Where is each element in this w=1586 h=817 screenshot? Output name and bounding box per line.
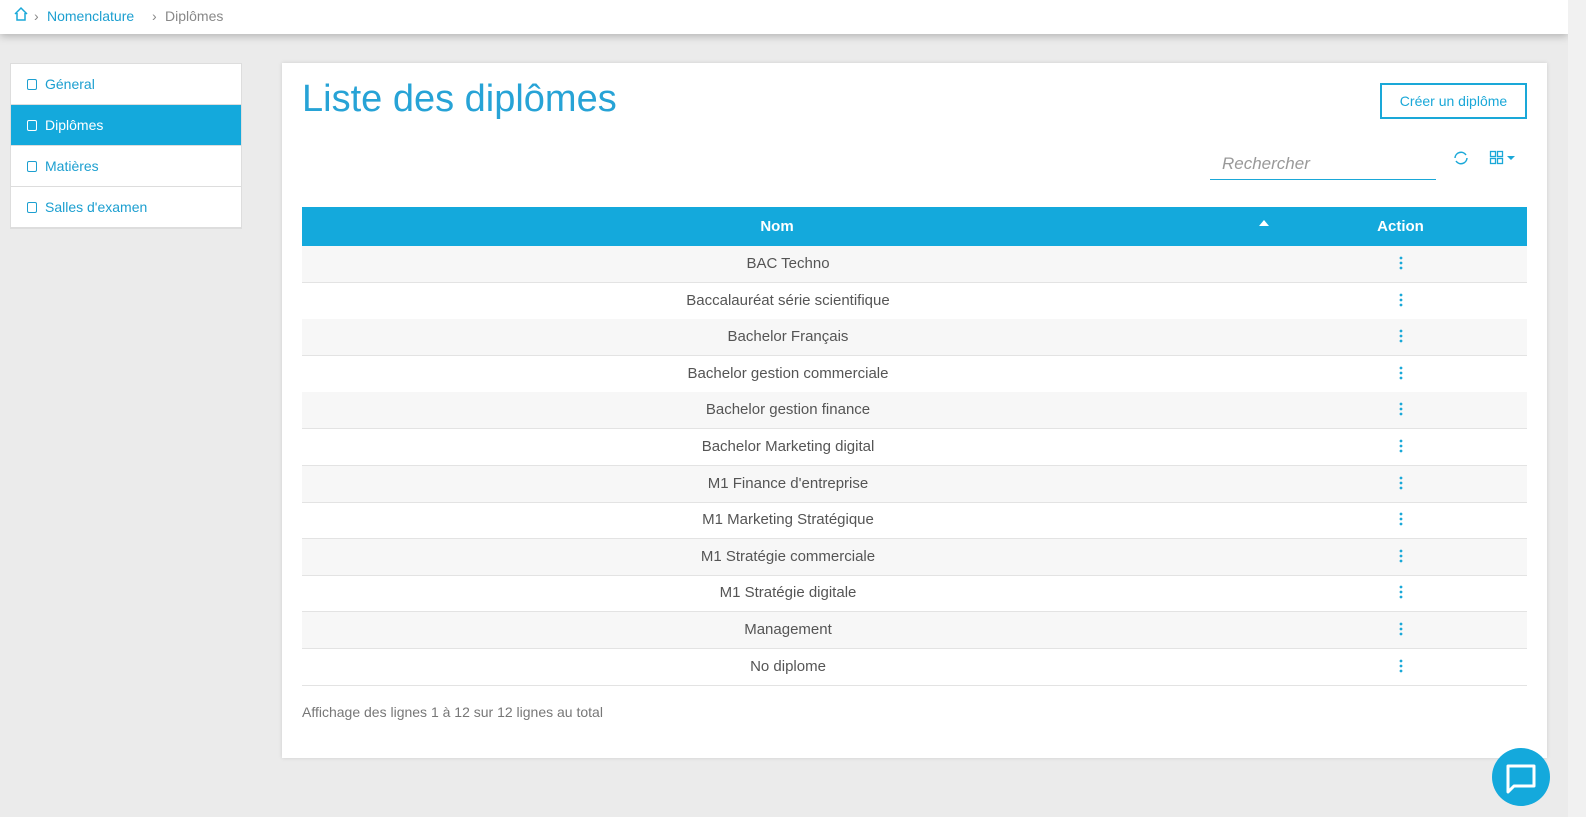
row-actions[interactable] [1399, 659, 1403, 673]
crumb-separator: › [152, 8, 157, 24]
crumb-separator: › [34, 8, 39, 24]
kebab-icon [1399, 476, 1403, 489]
table-footer: Affichage des lignes 1 à 12 sur 12 ligne… [302, 704, 603, 720]
table-header: Nom Action [302, 207, 1527, 246]
columns-button[interactable] [1489, 150, 1517, 166]
row-name: M1 Stratégie commerciale [700, 547, 876, 565]
table-row: Bachelor gestion commerciale [302, 356, 1527, 393]
kebab-icon [1399, 256, 1403, 270]
row-name: M1 Finance d'entreprise [707, 474, 869, 492]
column-header[interactable]: Nom [760, 218, 794, 235]
row-actions[interactable] [1399, 329, 1403, 343]
crumb-current: Diplômes [165, 8, 224, 24]
row-name: Bachelor Français [727, 328, 849, 346]
chat-icon [1506, 764, 1536, 794]
top-bar: › Nomenclature › Diplômes [0, 0, 1568, 34]
row-name: M1 Marketing Stratégique [702, 511, 874, 529]
sidebar-icon [27, 119, 37, 131]
kebab-icon [1399, 549, 1403, 563]
kebab-icon [1399, 293, 1403, 306]
sidebar-item[interactable]: Matières [11, 146, 241, 187]
sidebar-item[interactable]: Géneral [11, 64, 241, 105]
row-actions[interactable] [1399, 585, 1403, 599]
sidebar-label: Diplômes [45, 117, 104, 133]
table-row: Bachelor gestion finance [302, 392, 1527, 430]
row-actions[interactable] [1399, 366, 1403, 380]
row-name: Bachelor Marketing digital [701, 438, 875, 455]
sidebar-label: Salles d'examen [45, 199, 148, 215]
row-name: Baccalauréat série scientifique [686, 291, 890, 309]
sidebar-icon [27, 78, 37, 90]
row-name: BAC Techno [746, 255, 830, 272]
table-row: Baccalauréat série scientifique [302, 283, 1527, 320]
sidebar-label: Géneral [45, 76, 95, 92]
home-icon[interactable] [13, 6, 29, 22]
sidebar-item[interactable]: Salles d'examen [11, 187, 241, 228]
kebab-icon [1399, 585, 1403, 599]
table-row: M1 Finance d'entreprise [302, 465, 1527, 503]
table-row: Management [302, 612, 1527, 649]
row-actions[interactable] [1399, 549, 1403, 563]
search-input[interactable]: Rechercher [1210, 150, 1436, 180]
row-actions[interactable] [1399, 402, 1403, 416]
kebab-icon [1399, 659, 1403, 672]
table-row: M1 Stratégie commerciale [302, 538, 1527, 576]
sidebar-icon [27, 201, 37, 213]
row-actions[interactable] [1399, 476, 1403, 490]
chat-button[interactable] [1492, 748, 1550, 806]
sidebar-label: Matières [45, 158, 99, 174]
kebab-icon [1399, 512, 1403, 526]
row-actions[interactable] [1399, 512, 1403, 526]
sidebar-icon [27, 160, 37, 172]
kebab-icon [1399, 402, 1403, 416]
row-actions[interactable] [1399, 439, 1403, 453]
row-name: No diplome [750, 657, 826, 675]
kebab-icon [1399, 329, 1403, 343]
table-row: M1 Marketing Stratégique [302, 502, 1527, 540]
row-actions[interactable] [1399, 293, 1403, 307]
table-row: M1 Stratégie digitale [302, 575, 1527, 613]
kebab-icon [1399, 366, 1403, 380]
create-button[interactable]: Créer un diplôme [1380, 83, 1527, 119]
row-actions[interactable] [1399, 256, 1403, 270]
table-row: BAC Techno [302, 246, 1527, 283]
page-title: Liste des diplômes [302, 78, 617, 120]
row-name: Management [744, 621, 832, 638]
sort-icon [1259, 220, 1269, 226]
row-actions[interactable] [1399, 622, 1403, 636]
kebab-icon [1399, 622, 1403, 636]
kebab-icon [1399, 439, 1403, 453]
crumb-link[interactable]: Nomenclature [47, 8, 135, 24]
scrollbar [1568, 0, 1586, 817]
column-header: Action [1377, 218, 1424, 235]
sidebar-item[interactable]: Diplômes [11, 105, 241, 146]
table-row: No diplome [302, 649, 1527, 686]
row-name: Bachelor gestion finance [705, 401, 871, 419]
row-name: Bachelor gestion commerciale [687, 364, 889, 382]
sidebar: Géneral Diplômes Matières Salles d'examen [10, 63, 242, 229]
table-row: Bachelor Français [302, 319, 1527, 357]
table-row: Bachelor Marketing digital [302, 429, 1527, 466]
row-name: M1 Stratégie digitale [719, 584, 857, 602]
refresh-button[interactable] [1452, 149, 1470, 167]
